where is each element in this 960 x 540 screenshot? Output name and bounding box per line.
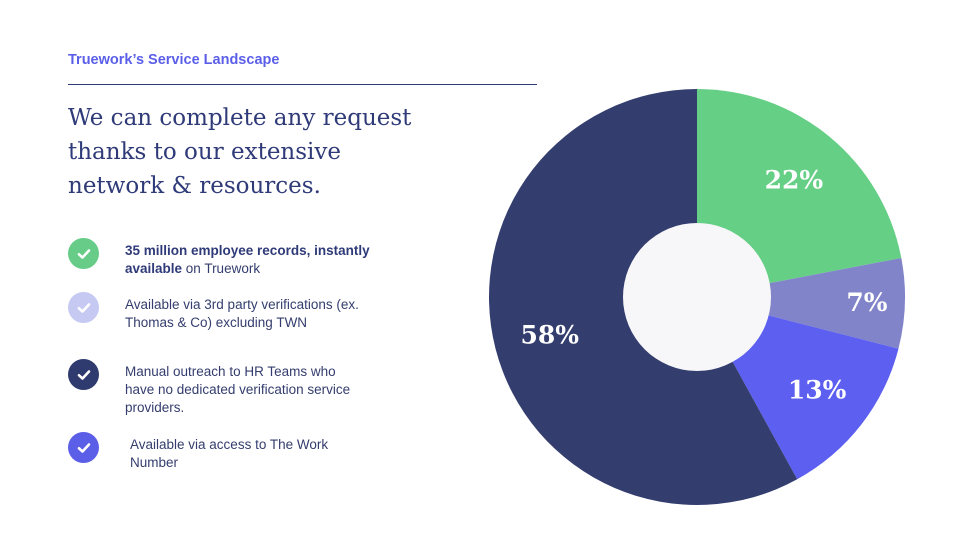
slice-label: 7%	[846, 288, 887, 317]
page-eyebrow: Truework’s Service Landscape	[68, 52, 280, 68]
slice-label: 58%	[521, 320, 580, 349]
headline: We can complete any request thanks to ou…	[68, 101, 448, 203]
pie-slice	[697, 258, 905, 349]
divider	[68, 84, 537, 85]
legend-label: 35 million employee records, instantly a…	[125, 243, 370, 276]
headline-line-1: We can complete any request	[68, 105, 412, 131]
headline-line-2: thanks to our extensive	[68, 139, 342, 165]
headline-line-3: network & resources.	[68, 173, 321, 199]
check-circle-icon	[68, 359, 99, 390]
slice-label: 13%	[788, 376, 847, 405]
legend-label: Available via access to The Work Number	[130, 437, 329, 470]
check-circle-icon	[68, 432, 99, 463]
legend-label: Available via 3rd party verifications (e…	[125, 297, 359, 330]
legend-label: Manual outreach to HR Teams who have no …	[125, 364, 351, 415]
check-circle-icon	[68, 292, 99, 323]
donut-hole	[623, 223, 771, 371]
pie-chart: 22% 7% 13% 58%	[489, 89, 905, 505]
slice-label: 22%	[765, 165, 824, 194]
check-circle-icon	[68, 238, 99, 269]
